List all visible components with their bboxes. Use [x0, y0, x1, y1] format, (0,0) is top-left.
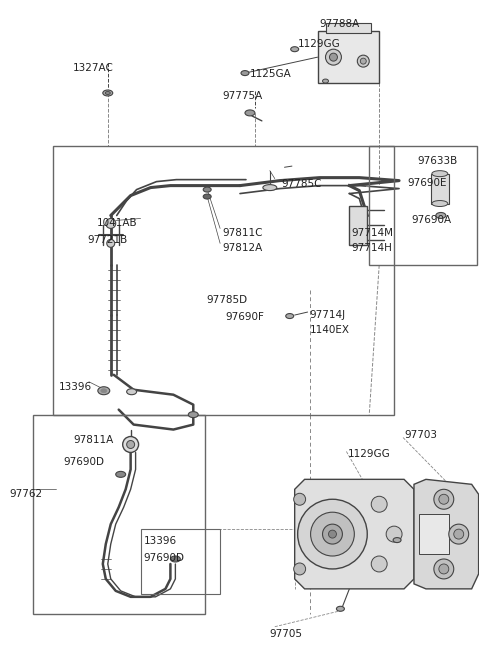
Bar — [53, 146, 394, 415]
Circle shape — [434, 490, 454, 509]
Circle shape — [298, 499, 367, 569]
Text: 97785C: 97785C — [282, 178, 322, 189]
Circle shape — [439, 494, 449, 505]
Polygon shape — [414, 479, 479, 589]
Ellipse shape — [101, 389, 107, 393]
Text: 13396: 13396 — [144, 536, 177, 546]
Ellipse shape — [241, 70, 249, 76]
Text: 97690D: 97690D — [63, 458, 104, 467]
Text: 1129GG: 1129GG — [348, 449, 390, 460]
Text: 97705: 97705 — [270, 629, 303, 639]
Ellipse shape — [393, 538, 401, 542]
Text: 97690E: 97690E — [407, 178, 446, 187]
Ellipse shape — [432, 201, 448, 206]
Circle shape — [323, 524, 342, 544]
Circle shape — [311, 512, 354, 556]
Text: 97690D: 97690D — [144, 553, 185, 563]
Circle shape — [106, 219, 116, 229]
Circle shape — [439, 564, 449, 574]
Text: 97811C: 97811C — [222, 229, 263, 238]
Ellipse shape — [188, 411, 198, 417]
Circle shape — [454, 529, 464, 539]
Circle shape — [294, 493, 306, 505]
Text: 1041AB: 1041AB — [97, 219, 137, 229]
Bar — [325, 23, 371, 33]
Text: 97762: 97762 — [9, 490, 42, 499]
Ellipse shape — [170, 556, 180, 562]
Circle shape — [371, 556, 387, 572]
Text: 97703: 97703 — [404, 430, 437, 439]
Circle shape — [328, 530, 336, 538]
Polygon shape — [295, 479, 414, 589]
Ellipse shape — [98, 387, 110, 395]
Circle shape — [127, 441, 134, 449]
Text: 97812A: 97812A — [222, 243, 263, 253]
Circle shape — [325, 49, 341, 65]
Text: 97690A: 97690A — [411, 215, 451, 225]
Circle shape — [357, 55, 369, 67]
Text: 97714J: 97714J — [310, 310, 346, 320]
Circle shape — [107, 240, 115, 247]
Ellipse shape — [336, 606, 344, 611]
Ellipse shape — [103, 90, 113, 96]
Text: 97633B: 97633B — [417, 156, 457, 166]
Circle shape — [434, 559, 454, 579]
Text: 97721B: 97721B — [87, 236, 127, 245]
Ellipse shape — [291, 47, 299, 51]
Circle shape — [371, 496, 387, 512]
Text: 97690F: 97690F — [225, 312, 264, 322]
Text: 97788A: 97788A — [320, 20, 360, 29]
Circle shape — [449, 524, 468, 544]
Text: 97714H: 97714H — [351, 243, 392, 253]
Ellipse shape — [245, 110, 255, 116]
Ellipse shape — [432, 171, 448, 176]
Text: 97811A: 97811A — [73, 434, 113, 445]
Ellipse shape — [203, 187, 211, 192]
Bar — [419, 514, 449, 554]
Circle shape — [123, 437, 139, 452]
Bar — [141, 529, 220, 594]
Ellipse shape — [173, 557, 178, 561]
Ellipse shape — [323, 79, 328, 83]
Bar — [369, 146, 477, 265]
Text: 1129GG: 1129GG — [298, 39, 340, 49]
Text: 1327AC: 1327AC — [73, 63, 114, 73]
Circle shape — [329, 53, 337, 61]
Ellipse shape — [203, 194, 211, 199]
Text: 13396: 13396 — [59, 381, 92, 392]
Ellipse shape — [286, 314, 294, 318]
Bar — [349, 206, 367, 245]
Circle shape — [294, 563, 306, 575]
Circle shape — [386, 526, 402, 542]
Ellipse shape — [436, 212, 446, 219]
Text: 97714M: 97714M — [351, 229, 393, 238]
Bar — [431, 174, 449, 204]
Circle shape — [360, 58, 366, 64]
Text: 97785D: 97785D — [206, 295, 247, 305]
Text: 1125GA: 1125GA — [250, 69, 292, 79]
Text: 97775A: 97775A — [222, 91, 263, 101]
Bar — [33, 415, 205, 614]
Ellipse shape — [116, 471, 126, 477]
Text: 1140EX: 1140EX — [310, 325, 349, 335]
Ellipse shape — [105, 92, 110, 94]
Ellipse shape — [263, 185, 277, 191]
Bar — [318, 31, 379, 83]
Ellipse shape — [127, 389, 137, 395]
